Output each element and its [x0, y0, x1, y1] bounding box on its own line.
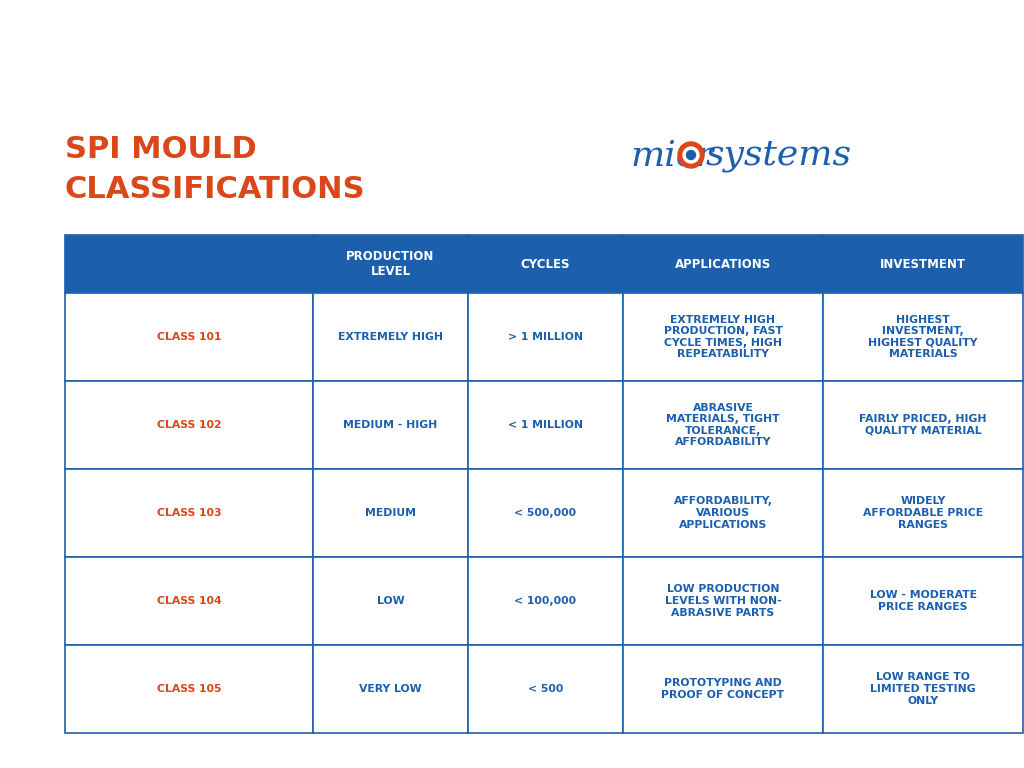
Text: < 500,000: < 500,000 — [514, 508, 577, 518]
Bar — [468, 381, 623, 469]
Bar — [823, 645, 1023, 733]
Text: CYCLES: CYCLES — [521, 257, 570, 270]
Text: MEDIUM - HIGH: MEDIUM - HIGH — [343, 420, 437, 430]
Bar — [468, 293, 623, 381]
Text: SPI MOULD: SPI MOULD — [65, 135, 257, 164]
Circle shape — [678, 142, 705, 168]
Text: HIGHEST
INVESTMENT,
HIGHEST QUALITY
MATERIALS: HIGHEST INVESTMENT, HIGHEST QUALITY MATE… — [868, 315, 978, 359]
Bar — [313, 235, 468, 293]
Text: INVESTMENT: INVESTMENT — [880, 257, 966, 270]
Text: FAIRLY PRICED, HIGH
QUALITY MATERIAL: FAIRLY PRICED, HIGH QUALITY MATERIAL — [859, 414, 987, 435]
Text: PROTOTYPING AND
PROOF OF CONCEPT: PROTOTYPING AND PROOF OF CONCEPT — [662, 678, 784, 700]
Text: systems: systems — [706, 138, 852, 172]
Text: PRODUCTION
LEVEL: PRODUCTION LEVEL — [346, 250, 434, 278]
Bar — [823, 235, 1023, 293]
Text: MEDIUM: MEDIUM — [365, 508, 416, 518]
Bar — [468, 645, 623, 733]
Bar — [313, 381, 468, 469]
Bar — [468, 557, 623, 645]
Bar — [313, 645, 468, 733]
Bar — [313, 293, 468, 381]
Text: LOW PRODUCTION
LEVELS WITH NON-
ABRASIVE PARTS: LOW PRODUCTION LEVELS WITH NON- ABRASIVE… — [665, 584, 781, 617]
Circle shape — [686, 151, 695, 160]
Text: WIDELY
AFFORDABLE PRICE
RANGES: WIDELY AFFORDABLE PRICE RANGES — [863, 496, 983, 530]
Bar — [623, 469, 823, 557]
Bar — [823, 293, 1023, 381]
Bar — [623, 557, 823, 645]
Bar — [823, 469, 1023, 557]
Text: AFFORDABILITY,
VARIOUS
APPLICATIONS: AFFORDABILITY, VARIOUS APPLICATIONS — [674, 496, 772, 530]
Text: < 100,000: < 100,000 — [514, 596, 577, 606]
Bar — [823, 557, 1023, 645]
Bar — [313, 557, 468, 645]
Text: micr: micr — [630, 138, 714, 172]
Bar — [623, 293, 823, 381]
Text: CLASS 101: CLASS 101 — [157, 332, 221, 342]
Text: LOW - MODERATE
PRICE RANGES: LOW - MODERATE PRICE RANGES — [869, 590, 977, 612]
Text: > 1 MILLION: > 1 MILLION — [508, 332, 583, 342]
Text: < 500: < 500 — [527, 684, 563, 694]
Text: APPLICATIONS: APPLICATIONS — [675, 257, 771, 270]
Text: CLASS 102: CLASS 102 — [157, 420, 221, 430]
Bar — [65, 235, 313, 293]
Bar — [468, 235, 623, 293]
Text: ABRASIVE
MATERIALS, TIGHT
TOLERANCE,
AFFORDABILITY: ABRASIVE MATERIALS, TIGHT TOLERANCE, AFF… — [667, 402, 780, 448]
Text: EXTREMELY HIGH
PRODUCTION, FAST
CYCLE TIMES, HIGH
REPEATABILITY: EXTREMELY HIGH PRODUCTION, FAST CYCLE TI… — [664, 315, 782, 359]
Text: CLASS 104: CLASS 104 — [157, 596, 221, 606]
Bar — [65, 557, 313, 645]
Text: LOW RANGE TO
LIMITED TESTING
ONLY: LOW RANGE TO LIMITED TESTING ONLY — [870, 673, 976, 706]
Text: VERY LOW: VERY LOW — [359, 684, 422, 694]
Text: EXTREMELY HIGH: EXTREMELY HIGH — [338, 332, 443, 342]
Circle shape — [683, 147, 699, 163]
Bar — [823, 381, 1023, 469]
Bar — [623, 381, 823, 469]
Bar — [65, 645, 313, 733]
Bar — [623, 235, 823, 293]
Bar — [623, 645, 823, 733]
Bar — [65, 381, 313, 469]
Text: CLASS 105: CLASS 105 — [157, 684, 221, 694]
Bar — [65, 469, 313, 557]
Text: < 1 MILLION: < 1 MILLION — [508, 420, 583, 430]
Bar — [313, 469, 468, 557]
Bar — [65, 293, 313, 381]
Text: CLASSIFICATIONS: CLASSIFICATIONS — [65, 175, 366, 204]
Text: LOW: LOW — [377, 596, 404, 606]
Bar — [468, 469, 623, 557]
Text: CLASS 103: CLASS 103 — [157, 508, 221, 518]
